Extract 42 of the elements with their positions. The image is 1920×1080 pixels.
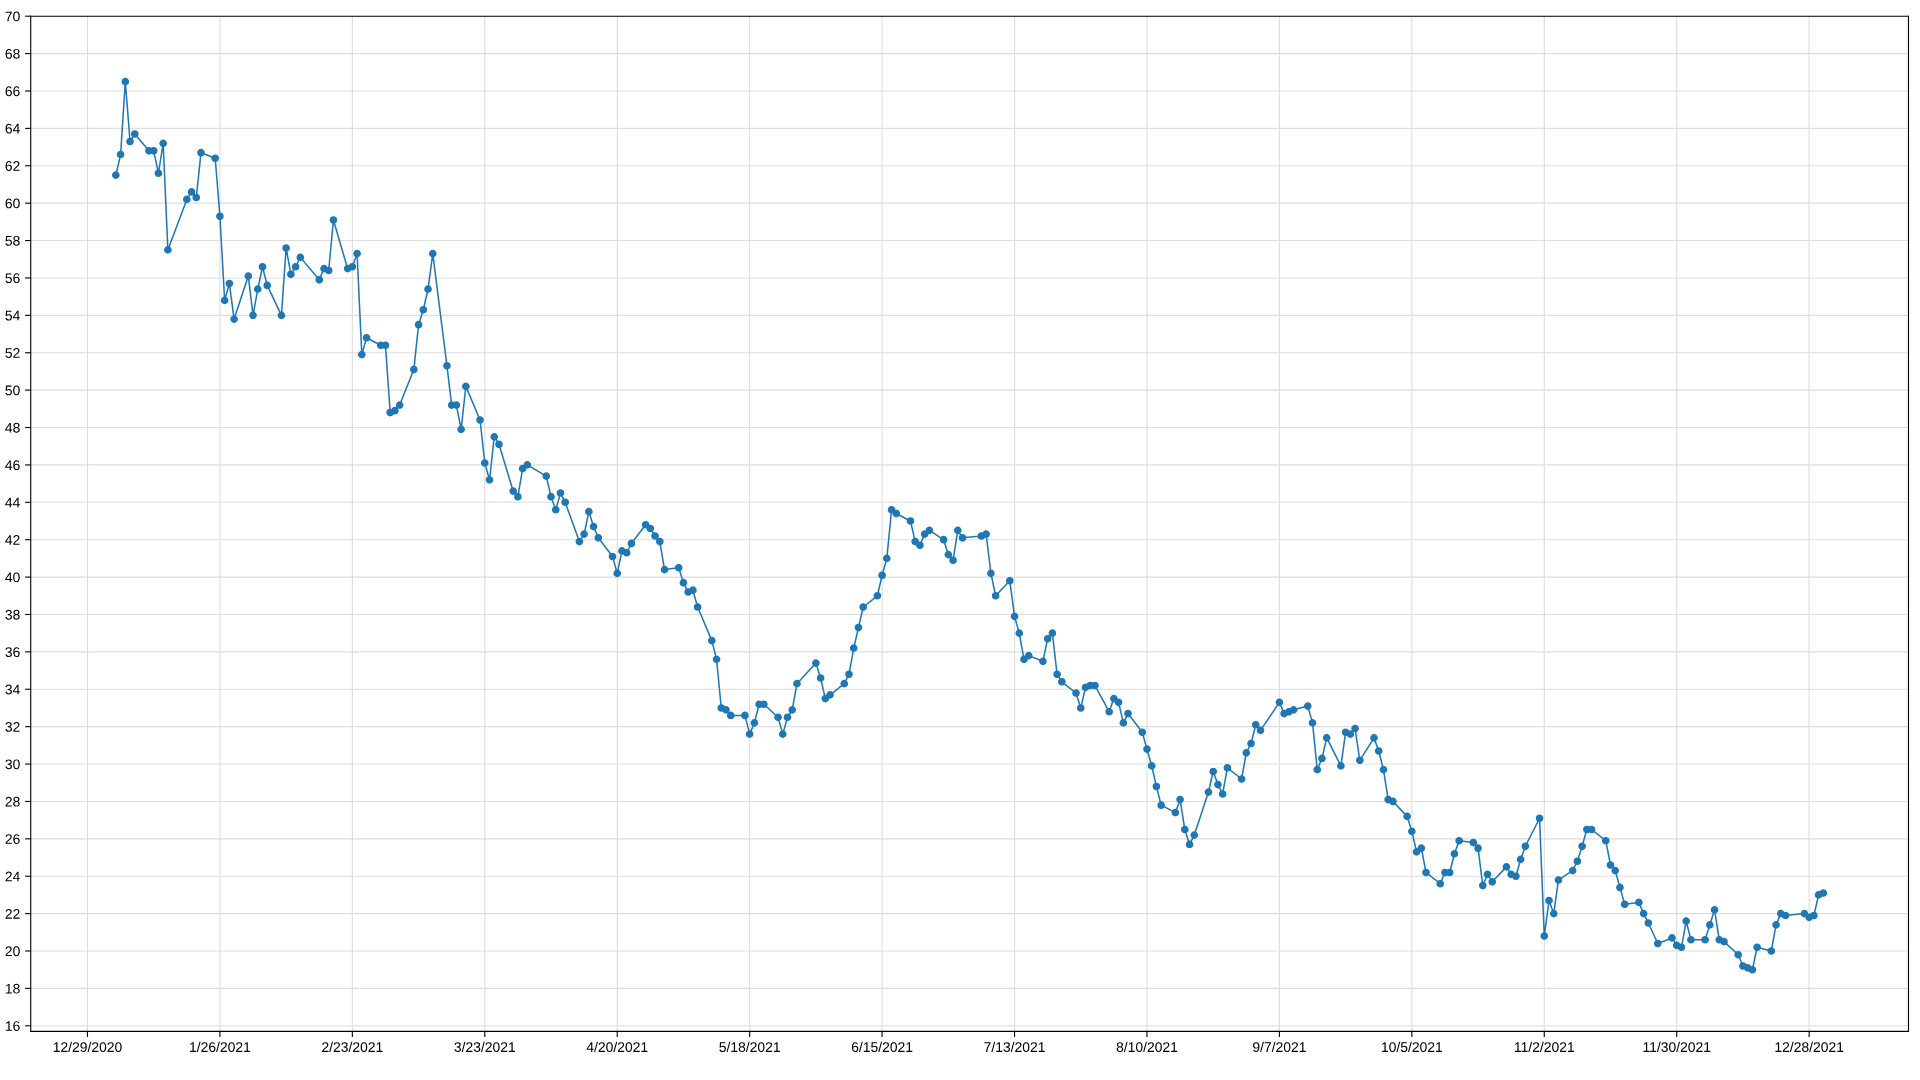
y-tick-label: 22 [5,908,20,919]
y-tick-label: 24 [5,871,20,882]
y-tick-label: 56 [5,273,20,284]
y-tick-label: 34 [5,684,20,695]
x-tick-label: 9/7/2021 [1253,1041,1306,1053]
y-tick-label: 64 [5,123,20,134]
y-tick-label: 50 [5,385,20,396]
x-tick-label: 10/5/2021 [1382,1041,1443,1053]
x-tick-label: 6/15/2021 [851,1041,913,1053]
y-tick-label: 66 [5,86,20,97]
y-tick-label: 62 [5,161,20,171]
x-tick-label: 12/28/2021 [1775,1041,1844,1053]
x-tick-label: 4/20/2021 [586,1041,648,1053]
y-tick-label: 44 [5,497,20,508]
x-tick-label: 5/18/2021 [719,1041,780,1053]
y-tick-label: 68 [5,48,20,59]
y-tick-label: 52 [5,348,20,358]
y-tick-label: 16 [5,1021,20,1031]
y-tick-label: 60 [5,198,20,209]
y-tick-label: 46 [5,460,20,471]
x-tick-label: 7/13/2021 [984,1041,1045,1053]
y-tick-label: 42 [5,535,20,545]
y-tick-label: 38 [5,609,20,620]
y-tick-label: 36 [5,647,20,658]
y-tick-label: 40 [5,572,20,583]
y-tick-label: 28 [5,796,20,807]
x-tick-label: 11/30/2021 [1643,1041,1711,1053]
y-tick-label: 48 [5,422,20,433]
y-tick-label: 18 [5,983,20,994]
x-tick-label: 11/2/2021 [1514,1041,1574,1053]
x-tick-label: 8/10/2021 [1116,1041,1178,1053]
x-tick-label: 3/23/2021 [454,1041,516,1053]
y-tick-label: 20 [5,946,20,957]
y-tick-label: 70 [5,11,20,22]
y-tick-label: 26 [5,834,20,844]
x-tick-label: 12/29/2020 [53,1041,122,1053]
y-tick-label: 30 [5,759,20,770]
x-tick-label: 1/26/2021 [190,1041,251,1053]
y-tick-label: 54 [5,310,20,321]
y-tick-label: 58 [5,235,20,246]
x-tick-label: 2/23/2021 [322,1041,383,1053]
y-tick-label: 32 [5,721,20,732]
